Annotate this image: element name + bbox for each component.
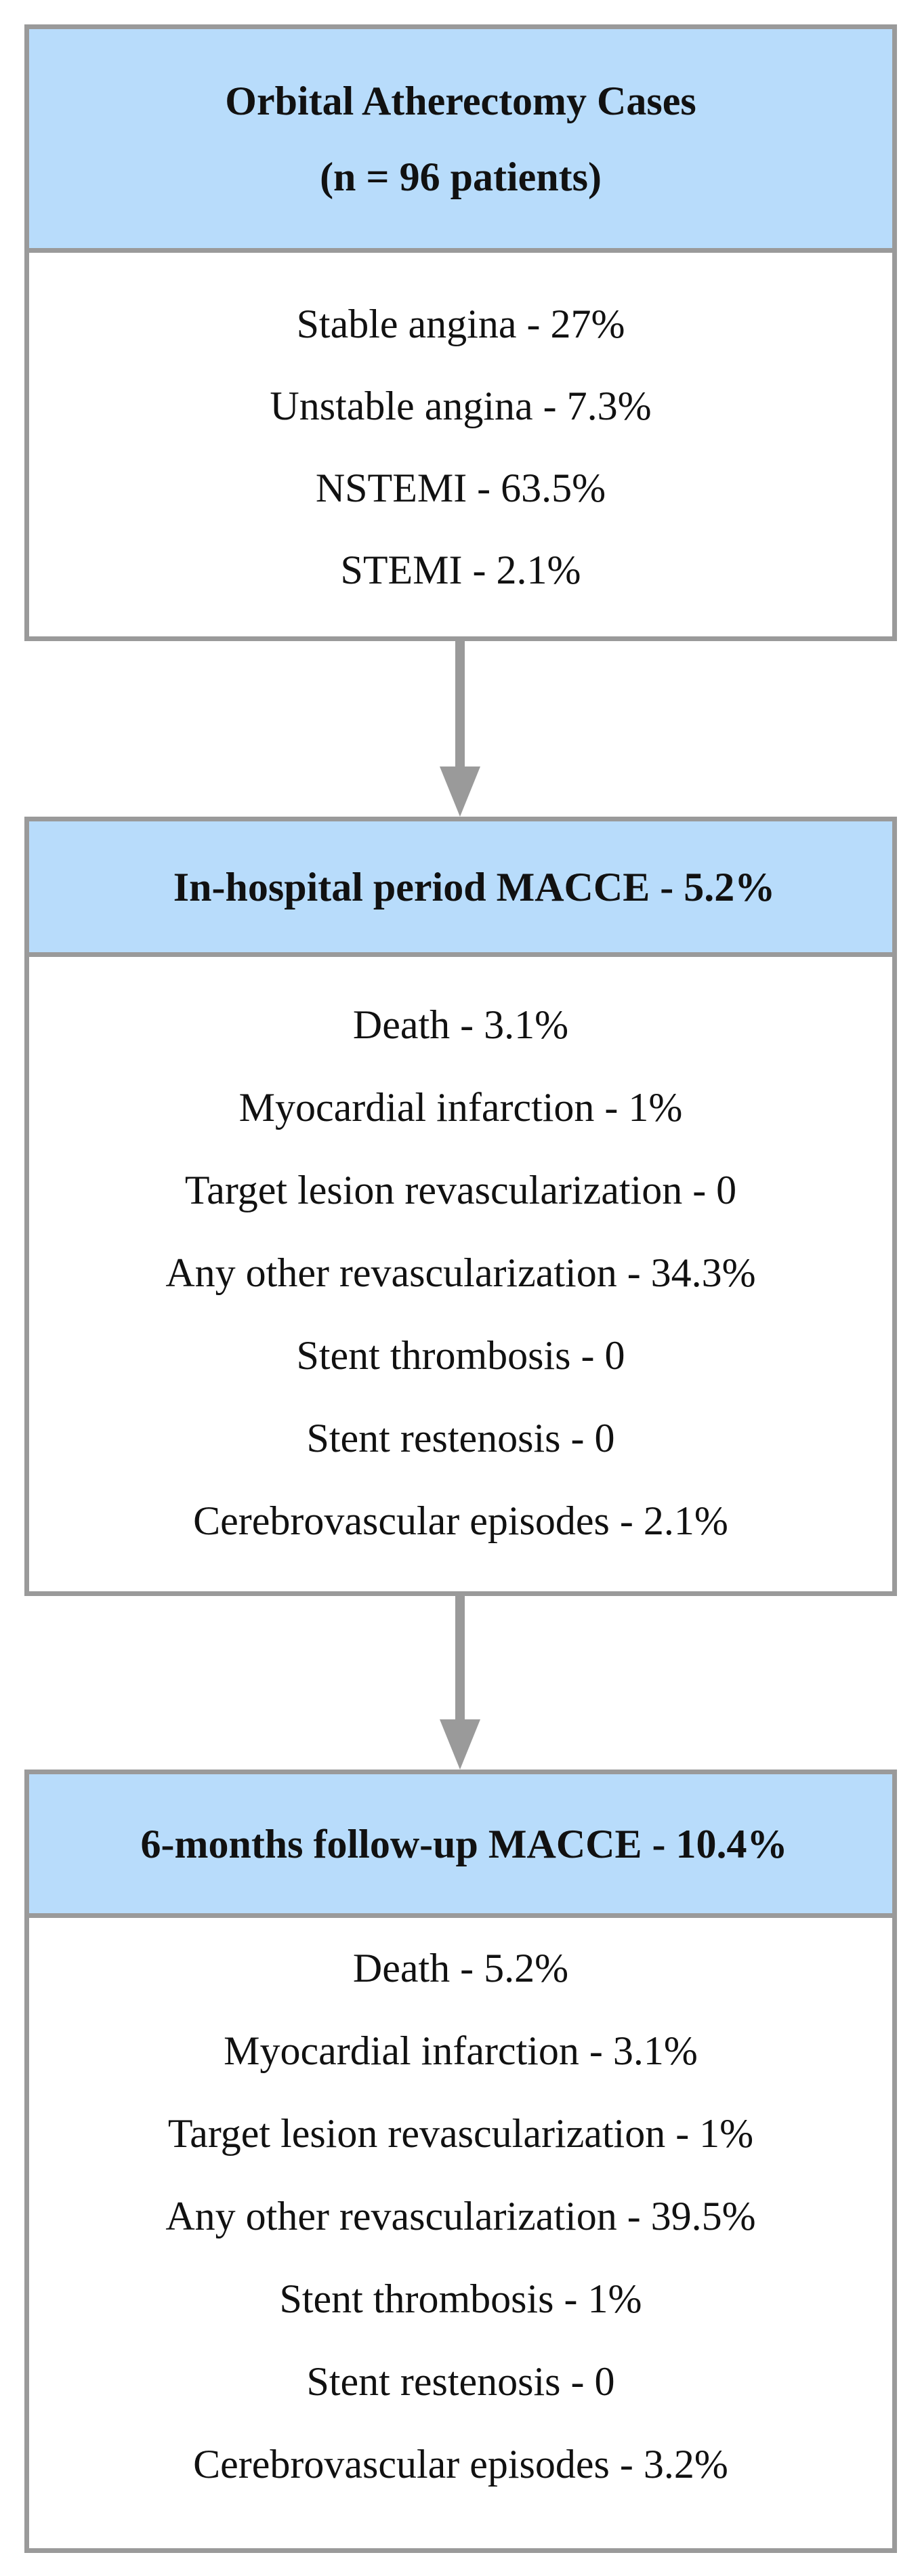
- cohort-title: Orbital Atherectomy Cases: [225, 78, 696, 123]
- cohort-header: Orbital Atherectomy Cases (n = 96 patien…: [29, 29, 892, 253]
- follow-up-box: 6-months follow-up MACCE - 10.4% Death -…: [24, 1770, 897, 2553]
- list-item: Stable angina - 27%: [296, 302, 625, 346]
- list-item: Cerebrovascular episodes - 2.1%: [193, 1498, 728, 1543]
- follow-up-header: 6-months follow-up MACCE - 10.4%: [29, 1774, 892, 1918]
- list-item: Myocardial infarction - 1%: [238, 1085, 683, 1130]
- list-item: Death - 3.1%: [352, 1002, 569, 1047]
- list-item: Target lesion revascularization - 0: [184, 1168, 737, 1212]
- in-hospital-body: Death - 3.1% Myocardial infarction - 1% …: [29, 957, 892, 1541]
- list-item: STEMI - 2.1%: [340, 548, 581, 592]
- list-item: Any other revascularization - 34.3%: [165, 1250, 756, 1295]
- list-item: Stent restenosis - 0: [306, 2359, 615, 2404]
- list-item: Any other revascularization - 39.5%: [165, 2194, 756, 2238]
- list-item: Cerebrovascular episodes - 3.2%: [193, 2442, 728, 2487]
- cohort-box: Orbital Atherectomy Cases (n = 96 patien…: [24, 24, 897, 641]
- in-hospital-header: In-hospital period MACCE - 5.2%: [29, 821, 892, 957]
- list-item: NSTEMI - 63.5%: [315, 466, 606, 510]
- in-hospital-title: In-hospital period MACCE - 5.2%: [173, 864, 776, 909]
- cohort-count: (n = 96 patients): [320, 154, 602, 199]
- list-item: Myocardial infarction - 3.1%: [224, 2028, 698, 2073]
- cohort-body: Stable angina - 27% Unstable angina - 7.…: [29, 253, 892, 590]
- follow-up-title: 6-months follow-up MACCE - 10.4%: [140, 1821, 788, 1866]
- list-item: Death - 5.2%: [352, 1946, 569, 1990]
- in-hospital-box: In-hospital period MACCE - 5.2% Death - …: [24, 817, 897, 1596]
- down-arrow-icon: [440, 641, 480, 817]
- follow-up-body: Death - 5.2% Myocardial infarction - 3.1…: [29, 1918, 892, 2485]
- list-item: Target lesion revascularization - 1%: [167, 2111, 754, 2156]
- list-item: Stent restenosis - 0: [306, 1416, 615, 1460]
- down-arrow-icon: [440, 1596, 480, 1770]
- list-item: Stent thrombosis - 0: [296, 1333, 625, 1378]
- list-item: Unstable angina - 7.3%: [270, 384, 652, 428]
- list-item: Stent thrombosis - 1%: [279, 2276, 642, 2321]
